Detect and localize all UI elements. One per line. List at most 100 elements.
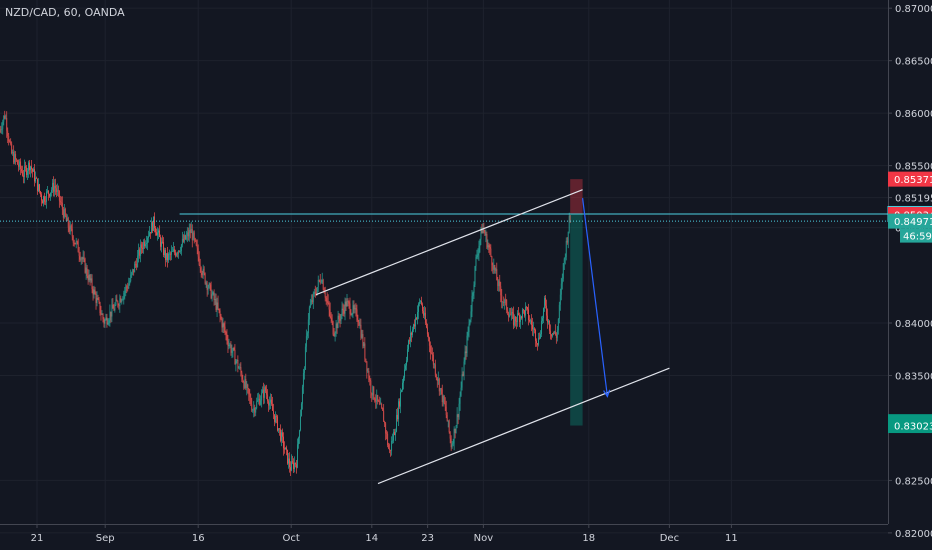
price-label-box	[888, 418, 932, 434]
candle-body	[563, 258, 565, 264]
candle-body	[122, 298, 124, 300]
candle-body	[239, 367, 241, 369]
candle-body	[185, 235, 187, 240]
candle-body	[310, 300, 312, 305]
candle-body	[544, 297, 545, 309]
candle-body	[105, 317, 107, 321]
candle-body	[297, 437, 299, 445]
candle-body	[527, 307, 528, 310]
candle-body	[303, 369, 305, 374]
candle-body	[450, 438, 452, 448]
candle-body	[121, 299, 123, 303]
candle-body	[120, 298, 122, 303]
candle-body	[525, 306, 526, 316]
candle-body	[551, 333, 553, 337]
candle-body	[384, 421, 386, 424]
candle-body	[285, 447, 286, 450]
projection-arrow-line	[582, 198, 608, 397]
candle-body	[478, 246, 480, 254]
candle-body	[137, 255, 139, 268]
candle-body	[22, 171, 24, 176]
candle-body	[293, 462, 294, 470]
candle-body	[252, 410, 254, 411]
channel-upper-line	[315, 189, 583, 296]
drawings-layer[interactable]	[0, 179, 888, 485]
time-tick-label: 16	[192, 533, 205, 544]
candle-body	[412, 329, 413, 335]
candle-body	[238, 368, 240, 369]
candle-body	[543, 308, 544, 319]
candle-body	[298, 430, 300, 438]
candle-body	[339, 319, 341, 321]
candle-body	[190, 228, 192, 234]
candle-body	[182, 238, 184, 242]
candle-body	[292, 461, 293, 463]
candle-body	[74, 242, 76, 245]
candle-body	[399, 401, 400, 407]
candle-body	[83, 257, 85, 260]
candle-body	[173, 249, 175, 253]
candle-body	[329, 309, 331, 317]
candle-body	[79, 255, 81, 260]
candle-body	[378, 400, 380, 402]
candle-body	[81, 258, 83, 260]
candle-body	[86, 267, 88, 276]
candle-body	[103, 318, 105, 324]
candle-body	[128, 284, 130, 289]
candle-body	[311, 300, 313, 303]
candle-body	[325, 297, 327, 299]
candle-body	[247, 384, 249, 389]
candle-body	[562, 263, 564, 279]
candle-body	[39, 184, 40, 192]
candle-body	[60, 202, 62, 203]
candle-body	[321, 279, 323, 282]
candle-body	[277, 416, 278, 431]
candle-body	[164, 250, 165, 256]
candle-body	[258, 398, 260, 401]
candle-body	[363, 343, 365, 347]
candle-body	[221, 319, 223, 328]
candle-body	[532, 324, 533, 330]
candle-body	[376, 395, 378, 402]
candle-body	[564, 257, 566, 259]
candle-body	[177, 250, 179, 254]
candle-body	[470, 311, 472, 320]
candle-body	[149, 232, 150, 237]
projection-arrow-head	[603, 389, 611, 398]
candle-body	[469, 319, 471, 325]
candle-body	[309, 304, 311, 308]
candle-body	[523, 309, 524, 311]
candle-body	[256, 401, 258, 409]
candle-body	[424, 312, 426, 323]
candle-body	[260, 400, 262, 405]
candle-body	[312, 292, 314, 303]
candle-body	[461, 374, 463, 388]
candle-body	[458, 403, 460, 418]
candle-body	[295, 462, 296, 465]
candle-body	[407, 349, 408, 361]
candle-body	[503, 301, 505, 303]
candle-body	[297, 444, 298, 468]
candle-body	[224, 326, 226, 333]
candle-body	[435, 374, 437, 378]
symbol-label[interactable]: NZD/CAD, 60, OANDA	[5, 6, 125, 19]
channel-lower-line	[377, 367, 670, 485]
candle-body	[107, 322, 109, 325]
candle-body	[123, 293, 125, 299]
candle-body	[89, 275, 91, 281]
candle-body	[291, 461, 292, 471]
take-profit-zone	[570, 214, 583, 426]
candle-body	[146, 243, 148, 245]
candle-body	[113, 308, 115, 311]
candle-body	[183, 235, 185, 242]
candle-body	[404, 369, 405, 378]
candle-body	[18, 164, 20, 167]
candle-body	[302, 373, 304, 387]
candle-body	[425, 322, 427, 328]
candle-body	[492, 265, 494, 270]
candle-body	[418, 303, 419, 313]
candle-body	[78, 252, 80, 256]
candle-body	[524, 310, 525, 316]
